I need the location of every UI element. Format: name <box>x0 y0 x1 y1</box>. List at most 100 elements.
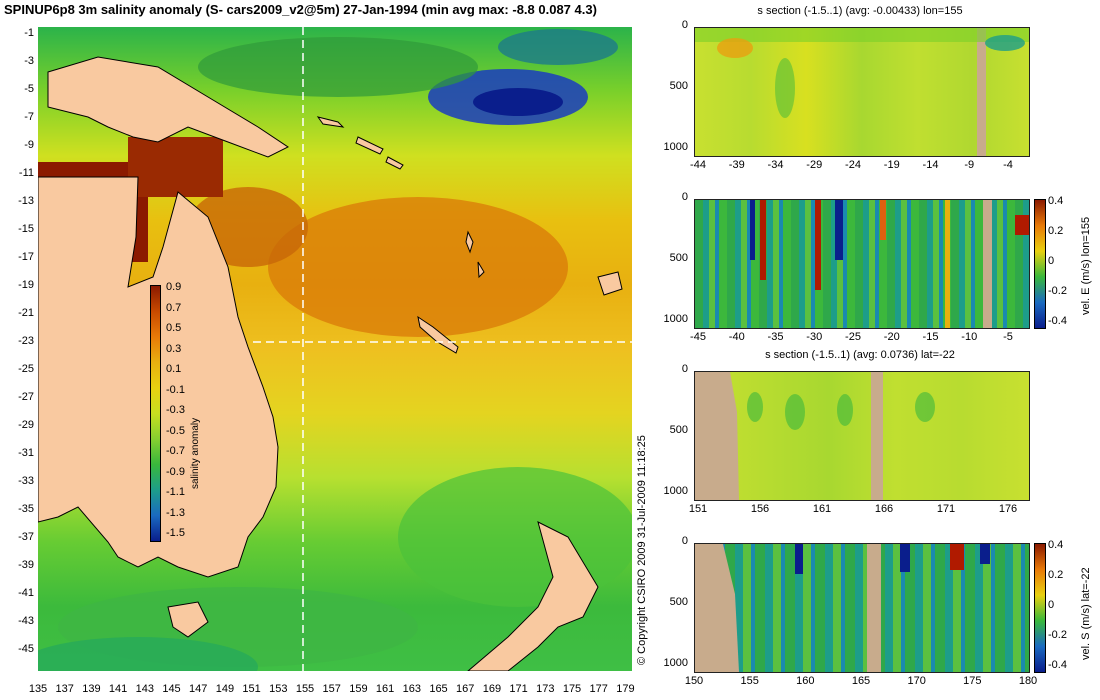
new-guinea-land <box>47 56 289 158</box>
copyright-notice: © Copyright CSIRO 2009 31-Jul-2009 11:18… <box>636 435 648 665</box>
panel-y-tick: 0 <box>681 535 688 547</box>
panel-x-tick: 176 <box>998 503 1018 515</box>
colorbar-tick: 0.5 <box>166 322 182 334</box>
colorbar-tick: 0.3 <box>166 342 182 355</box>
panel-x-tick: -9 <box>964 159 975 171</box>
map-x-tick: 143 <box>135 683 154 695</box>
map-y-tick: -13 <box>18 195 34 207</box>
colorbar-tick: -0.9 <box>166 465 185 478</box>
map-x-tick: 165 <box>429 683 448 695</box>
panel-colorbar-tick: 0.4 <box>1048 195 1064 207</box>
map-y-tick: -39 <box>18 559 34 571</box>
panel-x-tick: -19 <box>883 159 900 171</box>
continental-slope <box>695 372 739 500</box>
velocity-east-colorbar <box>1034 199 1046 329</box>
section-panel-lat-22-salinity <box>694 371 1030 501</box>
panel-x-tick: -29 <box>806 159 823 171</box>
panel-x-tick: -44 <box>690 159 706 171</box>
map-y-tick: -37 <box>18 531 34 543</box>
panel-x-tick: 155 <box>740 675 759 687</box>
map-y-tick: -31 <box>18 447 34 459</box>
map-y-tick: -33 <box>18 475 34 487</box>
panel-3-title: s section (-1.5..1) (avg: 0.0736) lat=-2… <box>765 349 955 361</box>
panel-x-tick: 161 <box>812 503 832 515</box>
panel-x-tick: 170 <box>907 675 926 687</box>
colorbar-tick: -1.1 <box>166 486 185 498</box>
map-x-tick: 171 <box>509 683 528 695</box>
panel-x-tick: 151 <box>688 503 708 515</box>
panel-3-field <box>695 372 935 500</box>
map-y-tick: -29 <box>18 419 34 431</box>
velocity-south-colorbar <box>1034 543 1046 673</box>
map-y-tick: -23 <box>18 335 34 347</box>
panel-x-tick: -35 <box>767 331 784 343</box>
map-x-tick: 161 <box>375 683 395 695</box>
fresh-anomaly-north <box>498 29 618 65</box>
panel-colorbar-tick: -0.2 <box>1048 285 1067 297</box>
map-x-tick: 159 <box>349 683 368 695</box>
solomon-islands-land <box>316 116 404 170</box>
section-land-bar <box>977 28 986 156</box>
panel-colorbar-tick: 0 <box>1048 599 1055 611</box>
panel-x-tick: 171 <box>936 503 956 515</box>
panel-x-tick: -10 <box>961 331 978 343</box>
map-x-tick: 135 <box>28 683 48 695</box>
map-y-tick: -11 <box>18 167 34 179</box>
panel-x-tick: 150 <box>684 675 704 687</box>
panel-x-tick: -14 <box>922 159 939 171</box>
map-x-tick: 145 <box>162 683 181 695</box>
map-y-tick: -43 <box>18 615 34 627</box>
panel-x-tick: -40 <box>728 331 745 343</box>
map-y-tick: -5 <box>24 83 34 95</box>
panel-y-tick: 500 <box>669 596 688 608</box>
panel-y-tick: 500 <box>669 424 688 436</box>
map-colorbar-label: salinity anomaly <box>190 417 201 489</box>
panel-x-tick: 160 <box>796 675 815 687</box>
colorbar-tick: -0.5 <box>166 424 185 437</box>
panel-4-side-label: vel. S (m/s) lat=-22 <box>1080 567 1092 660</box>
colorbar-tick: -1.5 <box>166 527 185 539</box>
panel-x-tick: -39 <box>728 159 745 171</box>
colorbar-tick: -1.3 <box>166 506 185 519</box>
panel-x-tick: 166 <box>874 503 894 515</box>
colorbar-tick: 0.9 <box>166 281 182 293</box>
panel-4-field <box>695 544 990 672</box>
map-colorbar <box>150 285 161 542</box>
panel-y-tick: 500 <box>669 80 688 92</box>
map-x-tick: 163 <box>402 683 421 695</box>
map-y-tick: -15 <box>18 223 34 235</box>
map-x-tick: 179 <box>616 683 635 695</box>
map-x-tick: 139 <box>82 683 101 695</box>
panel-x-tick: 180 <box>1018 675 1038 687</box>
section-panel-lon155-velocity-east <box>694 199 1030 329</box>
panel-x-tick: -20 <box>883 331 900 343</box>
panel-x-tick: -5 <box>1003 331 1013 343</box>
colorbar-tick: 0.7 <box>166 301 182 314</box>
map-y-tick: -3 <box>24 55 34 67</box>
panel-y-tick: 500 <box>669 252 688 264</box>
map-y-tick: -1 <box>24 27 34 39</box>
colorbar-tick: -0.7 <box>166 445 185 457</box>
section-panel-lat-22-velocity-south <box>694 543 1030 673</box>
map-x-tick: 153 <box>269 683 288 695</box>
panel-colorbar-tick: 0.2 <box>1048 225 1064 237</box>
salty-anomaly-coral-sea <box>268 197 568 337</box>
map-x-tick: 155 <box>295 683 315 695</box>
panel-1-title: s section (-1.5..1) (avg: -0.00433) lon=… <box>757 5 963 17</box>
panel-colorbar-tick: -0.2 <box>1048 629 1067 641</box>
map-y-tick: -19 <box>18 279 34 291</box>
map-x-tick: 149 <box>215 683 235 695</box>
colorbar-tick: -0.3 <box>166 404 185 416</box>
panel-y-tick: 1000 <box>663 485 688 497</box>
panel-2-field <box>750 200 1029 328</box>
new-caledonia-land <box>417 315 459 354</box>
panel-y-tick: 1000 <box>663 657 688 669</box>
panel-x-tick: -34 <box>767 159 784 171</box>
panel-x-tick: -30 <box>806 331 823 343</box>
map-x-tick: 147 <box>189 683 208 695</box>
panel-2-side-label: vel. E (m/s) lon=155 <box>1080 216 1092 315</box>
colorbar-tick: 0.1 <box>166 363 182 375</box>
fresh-anomaly-core <box>473 88 563 116</box>
panel-1-field <box>695 28 1029 156</box>
map-y-tick: -41 <box>18 587 34 599</box>
